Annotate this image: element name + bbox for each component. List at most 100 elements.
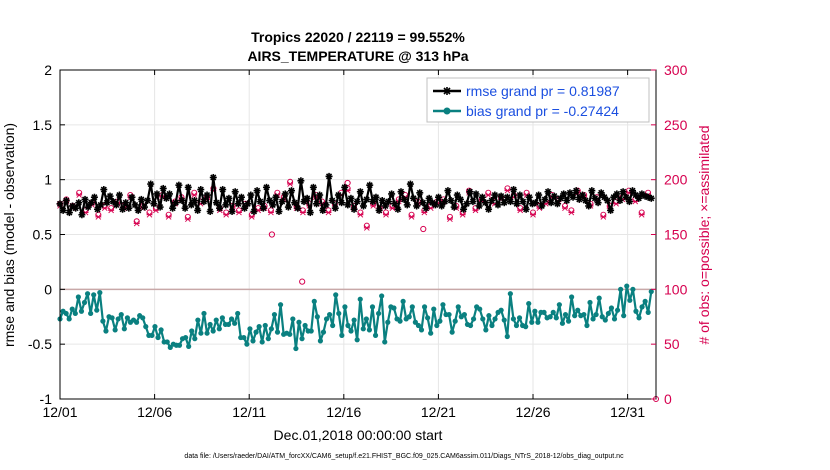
- rmse-point: [162, 194, 170, 202]
- bias-point: [452, 318, 458, 324]
- bias-point: [290, 316, 296, 322]
- rmse-point: [416, 189, 424, 197]
- rmse-point: [78, 211, 86, 219]
- rmse-point: [303, 194, 311, 202]
- obs-assimilated-point: [561, 205, 568, 211]
- rmse-point: [319, 206, 327, 214]
- y-tick-label-2: 0: [44, 281, 52, 297]
- rmse-point: [431, 201, 439, 209]
- bias-point: [409, 304, 415, 310]
- rmse-point: [222, 201, 230, 209]
- rmse-point: [616, 197, 624, 205]
- obs-assimilated-point: [235, 209, 242, 216]
- rmse-point: [469, 198, 477, 206]
- rmse-point: [191, 197, 199, 205]
- rmse-point: [544, 188, 552, 196]
- bias-point: [320, 329, 327, 335]
- obs-assimilated-point: [184, 216, 191, 222]
- bias-point: [314, 314, 320, 320]
- obs-assimilated-point: [248, 214, 255, 220]
- bias-point: [213, 317, 219, 323]
- bias-point: [455, 304, 461, 310]
- rmse-point: [447, 197, 455, 205]
- bias-point: [372, 332, 379, 338]
- bias-point: [385, 319, 391, 325]
- legend-box: [426, 77, 650, 123]
- rmse-point: [403, 201, 411, 209]
- rmse-point: [65, 209, 73, 217]
- bias-point: [645, 309, 651, 315]
- rmse-point: [259, 204, 267, 212]
- rmse-point: [115, 191, 123, 199]
- bias-point: [572, 313, 578, 319]
- bias-point: [342, 304, 348, 310]
- rmse-point: [603, 197, 611, 205]
- rmse-point: [237, 193, 245, 201]
- rmse-point: [209, 173, 217, 181]
- rmse-point: [266, 197, 274, 205]
- rmse-point: [372, 193, 380, 201]
- rmse-point: [197, 186, 205, 194]
- rmse-point: [228, 207, 236, 215]
- obs-assimilated-point: [165, 214, 172, 220]
- obs-outlier-3: [420, 225, 427, 233]
- rmse-point: [206, 207, 214, 215]
- rmse-point: [313, 200, 321, 208]
- rmse-point: [94, 205, 102, 213]
- x-tick-label-0: 12/01: [42, 404, 77, 420]
- bias-point: [529, 319, 535, 325]
- rmse-point: [175, 181, 183, 189]
- bias-point: [109, 315, 115, 321]
- bias-point: [605, 310, 611, 317]
- bias-point: [376, 310, 382, 317]
- rmse-point: [566, 189, 574, 197]
- obs-assimilated-point: [530, 211, 537, 218]
- bias-point: [636, 315, 642, 321]
- rmse-point: [532, 199, 540, 207]
- rmse-point: [291, 199, 299, 207]
- bias-point: [88, 310, 94, 317]
- x-axis-label: Dec.01,2018 00:00:00 start: [274, 427, 443, 443]
- obs-assimilated-point: [568, 209, 575, 216]
- bias-point: [559, 320, 566, 326]
- bias-point: [630, 286, 636, 292]
- bias-point: [308, 328, 314, 334]
- bias-point: [584, 322, 590, 329]
- bias-point: [339, 332, 345, 338]
- bias-point: [590, 316, 596, 322]
- y2-tick-label-2: 100: [664, 281, 688, 297]
- bias-point: [348, 328, 354, 334]
- legend-rmse-marker: [443, 87, 451, 95]
- rmse-point: [463, 200, 471, 208]
- bias-point: [210, 328, 216, 334]
- bias-point: [461, 311, 467, 318]
- rmse-point: [347, 194, 355, 202]
- bias-point: [155, 334, 161, 341]
- bias-point: [382, 339, 388, 345]
- rmse-point: [269, 201, 277, 209]
- bias-point: [158, 327, 164, 333]
- rmse-point: [262, 183, 270, 191]
- rmse-point: [97, 201, 105, 209]
- bias-point: [198, 330, 204, 336]
- bias-point: [483, 327, 489, 333]
- x-tick-label-3: 12/16: [326, 404, 361, 420]
- bias-point: [345, 322, 351, 329]
- rmse-point: [144, 197, 152, 205]
- obs-assimilated-point: [223, 211, 230, 218]
- bias-point: [550, 309, 556, 315]
- obs-assimilated-point: [408, 214, 415, 220]
- bias-point: [323, 316, 330, 322]
- obs-assimilated-point: [146, 211, 153, 218]
- rmse-point: [212, 199, 220, 207]
- bias-point: [415, 322, 422, 329]
- y2-axis-ticks: 0 50 100 150 200 250 300: [651, 62, 688, 407]
- bias-point: [225, 321, 232, 328]
- rmse-point: [588, 187, 596, 195]
- rmse-point: [125, 204, 133, 212]
- bias-point: [247, 326, 253, 332]
- rmse-point: [510, 186, 518, 194]
- rmse-point: [597, 189, 605, 197]
- rmse-point: [488, 197, 496, 205]
